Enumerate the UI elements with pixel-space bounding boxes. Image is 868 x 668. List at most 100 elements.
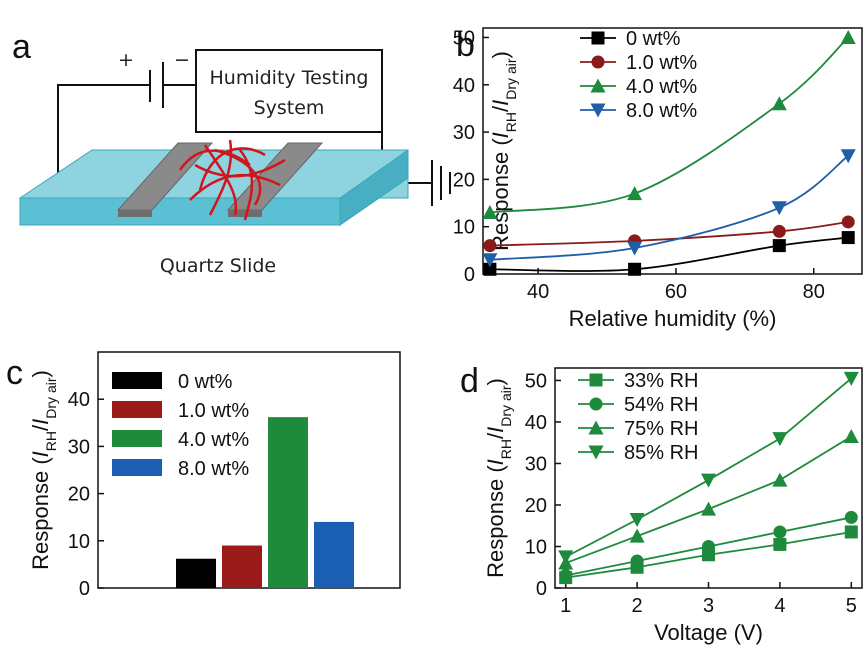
- marker: [771, 201, 787, 216]
- x-axis-label: Voltage (V): [654, 620, 763, 645]
- legend-label: 8.0 wt%: [626, 100, 697, 122]
- y-axis-label-part: I: [483, 459, 508, 465]
- legend-marker: [588, 420, 604, 435]
- marker: [482, 253, 498, 268]
- series-line: [489, 155, 849, 261]
- y-tick-label: 20: [525, 495, 547, 517]
- x-tick-label: 4: [774, 595, 785, 617]
- y-axis-label: Response (IRH/IDry air): [28, 370, 59, 570]
- quartz-front: [19, 197, 341, 226]
- y-axis-label: Response (IRH/IDry air): [483, 378, 514, 578]
- marker: [630, 554, 644, 568]
- bar: [222, 545, 262, 588]
- nanowires: [178, 139, 286, 221]
- legend-marker: [591, 31, 605, 45]
- y-tick-label: 40: [453, 75, 475, 97]
- y-axis-label-part: /: [28, 424, 53, 431]
- x-tick-label: 3: [703, 595, 714, 617]
- device-diagram: a + − Humidity Testing System Quartz Sli…: [12, 28, 451, 277]
- marker: [629, 513, 645, 528]
- marker: [483, 239, 497, 253]
- y-tick-label: 0: [464, 264, 475, 286]
- legend-label: 8.0 wt%: [178, 458, 249, 480]
- y-axis-label-part: I: [488, 132, 513, 138]
- y-tick-label: 20: [453, 169, 475, 191]
- marker: [483, 262, 497, 276]
- series-line: [565, 377, 852, 558]
- legend-label: 54% RH: [624, 394, 698, 416]
- y-axis-label-part: Response (: [28, 457, 53, 570]
- marker: [772, 472, 788, 487]
- legend-label: 85% RH: [624, 442, 698, 464]
- instrument-box: [195, 49, 383, 133]
- x-tick-label: 60: [665, 281, 687, 303]
- marker: [772, 224, 786, 238]
- y-tick-label: 20: [68, 484, 90, 506]
- marker: [844, 510, 858, 524]
- marker: [702, 539, 715, 553]
- marker: [840, 29, 856, 44]
- legend-marker: [590, 103, 606, 118]
- y-axis-label-part: /: [483, 432, 508, 439]
- y-tick-label: 10: [68, 531, 90, 553]
- y-tick-label: 10: [525, 536, 547, 558]
- minus-sign: −: [174, 49, 190, 71]
- legend-swatch: [112, 459, 162, 476]
- legend-swatch: [112, 372, 162, 389]
- electrode: [118, 210, 152, 217]
- y-tick-label: 40: [68, 389, 90, 411]
- y-axis-label-part: I: [483, 427, 508, 433]
- plus-sign: +: [118, 49, 134, 71]
- x-tick-label: 2: [632, 595, 643, 617]
- y-axis-label-part: ): [483, 378, 508, 385]
- bar: [314, 521, 354, 588]
- marker: [701, 501, 716, 516]
- y-axis-label-part: I: [488, 100, 513, 106]
- panel-label: c: [6, 354, 23, 392]
- y-tick-label: 30: [525, 453, 547, 475]
- marker: [840, 149, 856, 164]
- series-line: [489, 236, 849, 272]
- marker: [771, 96, 787, 111]
- y-axis-label-part: I: [28, 419, 53, 425]
- bar: [268, 417, 308, 588]
- y-tick-label: 10: [453, 217, 475, 239]
- marker: [841, 215, 855, 229]
- y-axis-label-part: Response (: [488, 138, 513, 251]
- panel-label: b: [456, 26, 475, 64]
- marker: [843, 371, 859, 386]
- y-axis-label-part: RH: [498, 439, 514, 459]
- marker: [701, 473, 716, 488]
- instrument-label: System: [254, 97, 325, 119]
- x-tick-label: 40: [527, 281, 549, 303]
- marker: [773, 537, 787, 551]
- quartz-side: [339, 149, 409, 226]
- y-axis-label-part: Dry air: [43, 377, 59, 419]
- marker: [773, 525, 787, 539]
- legend-label: 4.0 wt%: [178, 429, 249, 451]
- marker: [558, 550, 574, 565]
- legend-label: 0 wt%: [178, 371, 233, 393]
- legend-marker: [591, 55, 605, 69]
- y-tick-label: 40: [525, 412, 547, 434]
- legend-swatch: [112, 401, 162, 418]
- x-axis-label: Relative humidity (%): [569, 306, 777, 331]
- marker: [772, 432, 788, 447]
- marker: [627, 186, 643, 201]
- y-axis-label-part: I: [28, 451, 53, 457]
- y-axis-label-part: Dry air: [498, 385, 514, 427]
- y-axis-label-part: ): [28, 370, 53, 377]
- y-axis-label-part: RH: [503, 112, 519, 132]
- y-axis-label-part: /: [488, 105, 513, 112]
- series-line: [489, 36, 849, 214]
- y-tick-label: 30: [68, 436, 90, 458]
- legend-marker: [589, 373, 603, 387]
- substrate-label: Quartz Slide: [160, 255, 276, 277]
- legend-label: 1.0 wt%: [626, 52, 697, 74]
- y-axis-label-part: ): [488, 51, 513, 58]
- marker: [627, 241, 643, 256]
- y-tick-label: 50: [453, 27, 475, 49]
- legend-label: 75% RH: [624, 418, 698, 440]
- instrument-label: Humidity Testing: [210, 67, 369, 89]
- plot-frame: [482, 27, 863, 275]
